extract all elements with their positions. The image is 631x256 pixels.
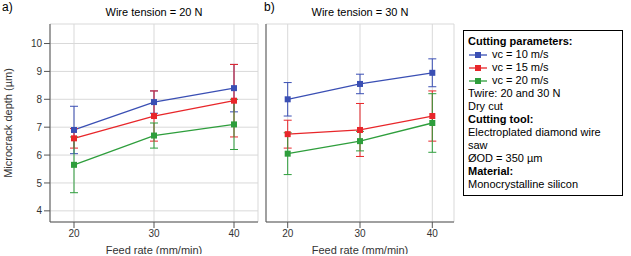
svg-text:Microcrack depth (µm): Microcrack depth (µm) [8, 68, 14, 178]
html-text:ØOD = 350 µm: ØOD = 350 µm [468, 152, 543, 164]
svg-text:40: 40 [427, 228, 439, 239]
svg-text:5: 5 [36, 178, 42, 189]
html-text:b): b) [264, 0, 275, 14]
svg-text:10: 10 [31, 38, 43, 49]
html-text:a): a) [2, 0, 13, 14]
svg-text:20: 20 [68, 228, 80, 239]
html-text:vc = 20 m/s: vc = 20 m/s [492, 74, 549, 86]
html-text:vc = 10 m/s: vc = 10 m/s [492, 48, 549, 60]
svg-text:30: 30 [148, 228, 160, 239]
svg-text:Feed rate (mm/min): Feed rate (mm/min) [106, 244, 203, 254]
svg-text:Feed rate (mm/min): Feed rate (mm/min) [312, 244, 409, 254]
svg-text:30: 30 [354, 228, 366, 239]
svg-text:4: 4 [36, 205, 42, 216]
svg-text:7: 7 [36, 122, 42, 133]
html-text:Cutting tool:: Cutting tool: [468, 113, 534, 125]
html-text:vc = 15 m/s: vc = 15 m/s [492, 61, 549, 73]
html-text:Dry cut: Dry cut [468, 100, 503, 112]
html-text:Monocrystalline silicon: Monocrystalline silicon [468, 178, 578, 190]
svg-text:20: 20 [282, 228, 294, 239]
html-text:Wire tension = 20 N: Wire tension = 20 N [105, 6, 203, 18]
html-text:Cutting parameters:: Cutting parameters: [468, 35, 573, 47]
html-text:Twire: 20 and 30 N: Twire: 20 and 30 N [468, 87, 561, 99]
svg-text:40: 40 [228, 228, 240, 239]
html-text:Material:: Material: [468, 165, 514, 177]
html-text:Electroplated diamond wire saw: Electroplated diamond wire saw [468, 126, 601, 151]
svg-text:6: 6 [36, 150, 42, 161]
svg-text:8: 8 [36, 94, 42, 105]
svg-text:9: 9 [36, 66, 42, 77]
html-text:Wire tension = 30 N: Wire tension = 30 N [311, 6, 409, 18]
